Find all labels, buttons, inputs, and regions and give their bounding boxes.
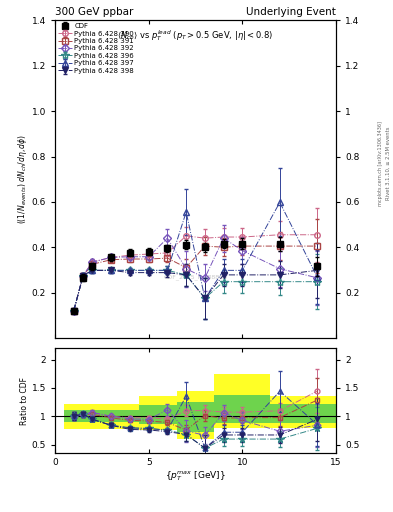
Bar [102, 410, 140, 422]
Bar [140, 405, 177, 423]
Bar [214, 374, 270, 428]
Text: mcplots.cern.ch [arXiv:1306.3436]: mcplots.cern.ch [arXiv:1306.3436] [378, 121, 383, 206]
Text: 300 GeV ppbar: 300 GeV ppbar [55, 7, 133, 17]
Text: $\langle N_{ch}\rangle$ vs $p_T^{lead}$ ($p_T > 0.5$ GeV, $|\eta| < 0.8$): $\langle N_{ch}\rangle$ vs $p_T^{lead}$ … [118, 29, 274, 44]
Bar [270, 404, 336, 423]
Bar [64, 404, 83, 429]
Y-axis label: Ratio to CDF: Ratio to CDF [20, 377, 29, 424]
Bar [83, 404, 102, 429]
Bar [140, 396, 177, 431]
Bar [102, 404, 140, 429]
Text: Rivet 3.1.10, ≥ 2.5M events: Rivet 3.1.10, ≥ 2.5M events [386, 126, 391, 200]
Bar [83, 410, 102, 422]
Bar [177, 391, 214, 439]
Bar [177, 402, 214, 432]
Y-axis label: $((1/N_{events})$ $dN_{ch}/d\eta, d\phi)$: $((1/N_{events})$ $dN_{ch}/d\eta, d\phi)… [16, 134, 29, 224]
Bar [214, 395, 270, 423]
Bar [64, 410, 83, 422]
Legend: CDF, Pythia 6.428 390, Pythia 6.428 391, Pythia 6.428 392, Pythia 6.428 396, Pyt: CDF, Pythia 6.428 390, Pythia 6.428 391,… [57, 22, 136, 75]
Bar [270, 396, 336, 428]
Text: CDF_2015_I1388868: CDF_2015_I1388868 [163, 275, 228, 281]
Text: Underlying Event: Underlying Event [246, 7, 336, 17]
X-axis label: $\{p_T^{max}$ [GeV]$\}$: $\{p_T^{max}$ [GeV]$\}$ [165, 470, 226, 483]
